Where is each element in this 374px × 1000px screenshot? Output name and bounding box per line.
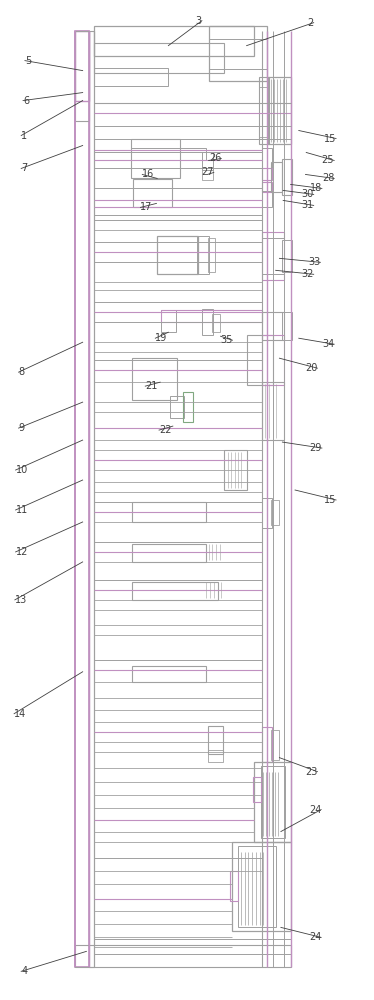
Text: 16: 16 xyxy=(142,169,154,179)
Text: 26: 26 xyxy=(209,153,221,163)
Bar xyxy=(261,498,272,528)
Bar xyxy=(259,77,269,144)
Text: 34: 34 xyxy=(322,339,334,349)
Bar xyxy=(132,582,218,600)
Bar xyxy=(268,77,291,144)
Text: 21: 21 xyxy=(145,381,158,391)
Text: 31: 31 xyxy=(301,200,314,210)
Bar xyxy=(75,31,89,121)
Bar xyxy=(261,727,272,762)
Text: 17: 17 xyxy=(140,202,153,212)
Bar xyxy=(271,162,282,192)
Text: 9: 9 xyxy=(19,423,25,433)
Text: 30: 30 xyxy=(301,189,314,199)
Bar xyxy=(89,31,94,967)
Bar xyxy=(282,240,292,272)
Bar xyxy=(131,139,180,178)
Bar xyxy=(209,39,267,69)
Bar xyxy=(183,392,193,422)
Text: 12: 12 xyxy=(16,547,28,557)
Bar xyxy=(246,335,273,385)
Bar xyxy=(170,396,184,418)
Text: 13: 13 xyxy=(15,595,27,605)
Text: 24: 24 xyxy=(309,805,321,815)
Bar xyxy=(202,309,213,335)
Bar xyxy=(261,312,284,340)
Text: 6: 6 xyxy=(23,96,29,106)
Bar xyxy=(202,152,213,170)
Text: 19: 19 xyxy=(155,333,168,343)
Text: 35: 35 xyxy=(220,335,233,345)
Bar xyxy=(132,358,177,400)
Bar xyxy=(261,148,272,168)
Text: 11: 11 xyxy=(16,505,28,515)
Bar xyxy=(94,26,254,56)
Bar xyxy=(94,43,224,73)
Bar xyxy=(230,871,238,901)
Text: 4: 4 xyxy=(21,966,27,976)
Text: 5: 5 xyxy=(25,56,31,66)
Bar xyxy=(161,310,261,322)
Text: 2: 2 xyxy=(307,18,314,28)
Text: 28: 28 xyxy=(322,173,334,183)
Bar xyxy=(133,179,172,207)
Text: 33: 33 xyxy=(308,257,321,267)
Bar xyxy=(208,726,223,754)
Bar xyxy=(238,846,276,927)
Text: 24: 24 xyxy=(309,932,321,942)
Bar xyxy=(261,191,272,207)
Bar xyxy=(261,168,272,180)
Bar xyxy=(254,762,291,842)
Bar xyxy=(261,238,284,274)
Bar xyxy=(261,335,284,385)
Bar xyxy=(224,450,246,490)
Bar xyxy=(132,666,206,682)
Text: 25: 25 xyxy=(322,155,334,165)
Bar xyxy=(261,232,284,280)
Bar xyxy=(197,236,209,274)
Bar xyxy=(209,26,267,81)
Bar xyxy=(161,310,176,332)
Bar xyxy=(259,87,269,137)
Bar xyxy=(271,730,279,760)
Bar xyxy=(94,939,291,954)
Bar xyxy=(132,544,206,562)
Bar xyxy=(75,31,89,967)
Text: 29: 29 xyxy=(310,443,322,453)
Text: 8: 8 xyxy=(19,367,25,377)
Bar xyxy=(212,314,220,332)
Text: 7: 7 xyxy=(21,163,27,173)
Text: 10: 10 xyxy=(16,465,28,475)
Bar xyxy=(282,312,292,340)
Text: 18: 18 xyxy=(310,183,322,193)
Text: 1: 1 xyxy=(21,131,27,141)
Bar xyxy=(232,842,291,931)
Bar xyxy=(261,766,285,838)
Text: 14: 14 xyxy=(14,709,26,719)
Bar xyxy=(132,502,206,522)
Bar xyxy=(253,777,261,802)
Bar xyxy=(208,750,223,762)
Text: 20: 20 xyxy=(305,363,318,373)
Bar xyxy=(94,68,168,86)
Bar xyxy=(202,168,213,180)
Bar xyxy=(75,31,89,101)
Bar xyxy=(75,945,291,967)
Bar xyxy=(282,159,292,195)
Text: 3: 3 xyxy=(196,16,202,26)
Bar xyxy=(157,236,198,274)
Bar xyxy=(261,382,284,440)
Bar xyxy=(208,238,215,272)
Bar xyxy=(271,500,279,525)
Text: 15: 15 xyxy=(324,495,336,505)
Bar xyxy=(261,182,272,192)
Text: 22: 22 xyxy=(159,425,172,435)
Text: 23: 23 xyxy=(305,767,318,777)
Text: 15: 15 xyxy=(324,134,336,144)
Text: 32: 32 xyxy=(301,269,314,279)
Bar xyxy=(131,148,206,160)
Text: 27: 27 xyxy=(201,167,214,177)
